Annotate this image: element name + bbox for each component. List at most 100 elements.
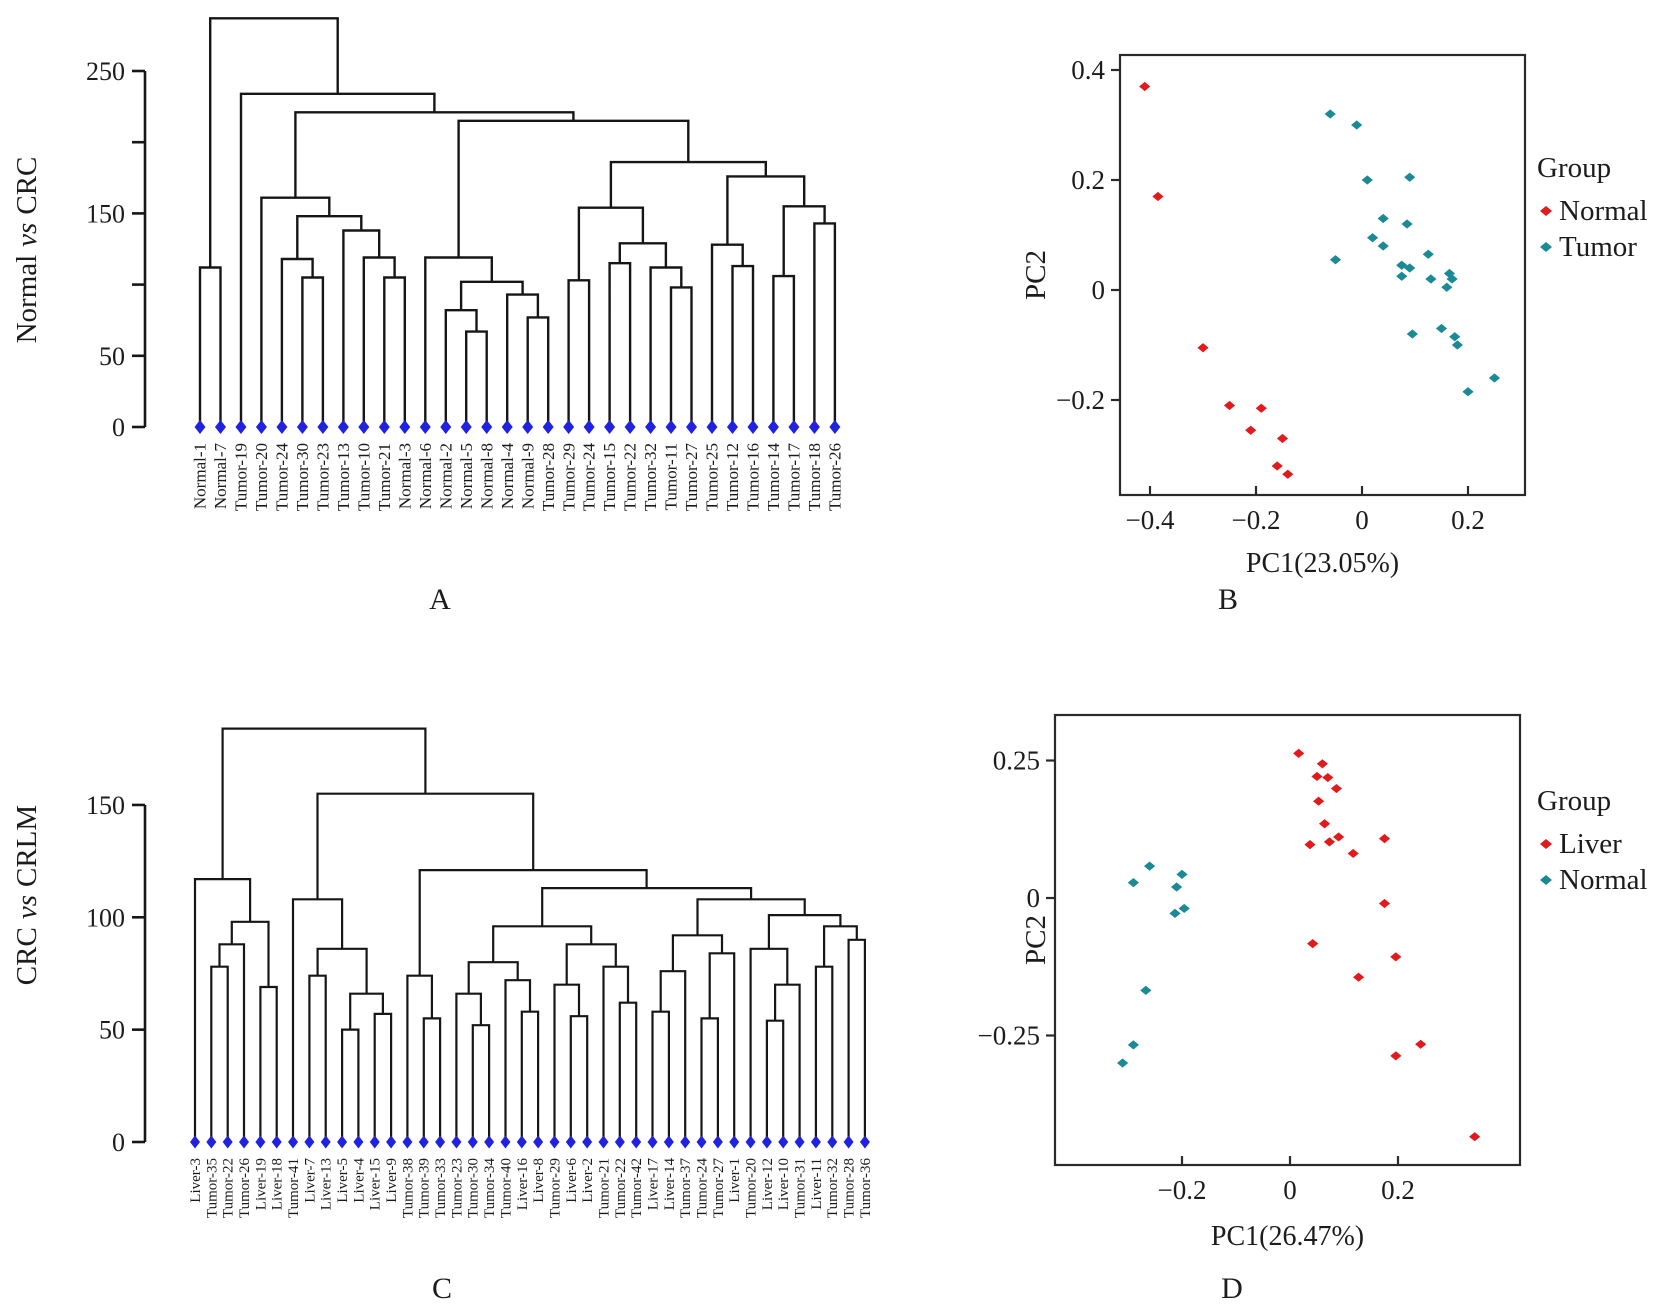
leaf-label: Tumor-22 bbox=[221, 1158, 237, 1218]
leaf-label: Tumor-18 bbox=[805, 443, 824, 511]
leaf-label: Tumor-33 bbox=[433, 1158, 449, 1218]
leaf-label: Liver-19 bbox=[253, 1158, 269, 1210]
x-tick-label: −0.2 bbox=[1158, 1175, 1207, 1205]
leaf-label: Tumor-37 bbox=[678, 1158, 694, 1218]
leaf-label: Tumor-39 bbox=[417, 1158, 433, 1218]
leaf-label: Liver-13 bbox=[319, 1158, 335, 1210]
leaf-label: Tumor-36 bbox=[858, 1158, 874, 1218]
leaf-label: Tumor-21 bbox=[375, 443, 394, 511]
panel-d-pca-plot: −0.2 0 0.2 0.25 0 −0.25 PC1(26.47%) PC2 bbox=[978, 713, 1522, 1252]
leaf-label: Normal-4 bbox=[498, 443, 517, 510]
legend-entry-label: Normal bbox=[1559, 863, 1648, 896]
leaf-label: Tumor-22 bbox=[613, 1158, 629, 1218]
leaf-label: Liver-5 bbox=[335, 1158, 351, 1203]
leaf-label: Tumor-38 bbox=[400, 1158, 416, 1218]
y-tick-label: 0 bbox=[112, 413, 125, 442]
leaf-label: Tumor-20 bbox=[252, 443, 271, 511]
legend-entry: Normal bbox=[1537, 862, 1648, 898]
leaf-label: Tumor-27 bbox=[682, 443, 701, 511]
leaf-label: Tumor-31 bbox=[793, 1158, 809, 1218]
y-tick-label: 0.4 bbox=[1071, 55, 1105, 85]
leaf-label: Liver-18 bbox=[270, 1158, 286, 1210]
panel-b-caption: B bbox=[1217, 583, 1239, 616]
y-tick-label: 0.2 bbox=[1071, 165, 1105, 195]
leaf-label: Liver-12 bbox=[760, 1158, 776, 1210]
leaf-label: Liver-16 bbox=[515, 1158, 531, 1211]
panel-a-caption: A bbox=[429, 583, 451, 616]
y-tick-label: 0 bbox=[1027, 883, 1041, 913]
legend-entry: Liver bbox=[1537, 826, 1648, 862]
leaf-label: Tumor-24 bbox=[580, 443, 599, 511]
legend-marker-icon bbox=[1540, 242, 1552, 252]
leaf-label: Liver-6 bbox=[564, 1158, 580, 1203]
leaf-markers bbox=[194, 420, 841, 434]
x-tick-label: −0.2 bbox=[1232, 505, 1281, 535]
leaf-label: Liver-3 bbox=[188, 1158, 204, 1203]
leaf-label: Tumor-32 bbox=[641, 443, 660, 511]
leaf-markers bbox=[190, 1135, 870, 1149]
leaf-label: Tumor-27 bbox=[711, 1158, 727, 1218]
leaf-label: Tumor-22 bbox=[621, 443, 640, 511]
leaf-label: Tumor-30 bbox=[293, 443, 312, 511]
leaf-label: Liver-8 bbox=[531, 1158, 547, 1203]
leaf-label: Tumor-28 bbox=[539, 443, 558, 511]
leaf-label: Tumor-24 bbox=[273, 443, 292, 511]
leaf-label: Tumor-10 bbox=[354, 443, 373, 511]
data-points-normal bbox=[1139, 81, 1294, 479]
leaf-label: Normal-8 bbox=[477, 443, 496, 509]
leaf-label: Normal-2 bbox=[436, 443, 455, 509]
x-axis-title: PC1(26.47%) bbox=[1211, 1221, 1364, 1252]
x-axis-title: PC1(23.05%) bbox=[1246, 548, 1399, 579]
panel-d-caption: D bbox=[1221, 1272, 1243, 1305]
y-tick-label: −0.2 bbox=[1056, 385, 1105, 415]
leaf-label: Tumor-23 bbox=[449, 1158, 465, 1218]
x-tick-label: 0.2 bbox=[1381, 1175, 1415, 1205]
y-tick-label: 0.25 bbox=[993, 746, 1040, 776]
y-tick-label: 150 bbox=[86, 791, 125, 820]
leaf-label: Tumor-41 bbox=[286, 1158, 302, 1218]
y-tick-label: 50 bbox=[99, 1016, 125, 1045]
leaf-label: Liver-4 bbox=[351, 1158, 367, 1203]
leaf-label: Tumor-21 bbox=[596, 1158, 612, 1218]
legend-entry: Tumor bbox=[1537, 229, 1648, 265]
y-axis-title: NormalvsCRC bbox=[11, 157, 43, 344]
y-tick-label: 0 bbox=[1092, 275, 1106, 305]
legend-entry-label: Normal bbox=[1559, 194, 1648, 227]
panel-c-caption: C bbox=[431, 1272, 453, 1305]
leaf-label: Liver-14 bbox=[662, 1158, 678, 1211]
y-axis-title: PC2 bbox=[1020, 250, 1052, 300]
leaf-label: Normal-3 bbox=[395, 443, 414, 509]
data-points-normal bbox=[1117, 861, 1190, 1068]
leaf-label: Tumor-19 bbox=[232, 443, 251, 511]
leaf-label: Tumor-11 bbox=[662, 443, 681, 510]
leaf-label: Tumor-32 bbox=[825, 1158, 841, 1218]
y-axis-title: CRCvsCRLM bbox=[11, 805, 43, 985]
leaf-label: Liver-15 bbox=[368, 1158, 384, 1210]
leaf-label: Tumor-15 bbox=[600, 443, 619, 511]
panel-b-pca-plot: −0.4 −0.2 0 0.2 0.4 0.2 0 −0.2 PC1(23.05%) PC2 bbox=[1020, 53, 1527, 579]
leaf-label: Tumor-29 bbox=[547, 1158, 563, 1218]
leaf-label: Liver-10 bbox=[776, 1158, 792, 1210]
panel-d-legend: Group Liver Normal bbox=[1537, 785, 1648, 898]
legend-title: Group bbox=[1537, 785, 1612, 817]
leaf-label: Normal-7 bbox=[211, 443, 230, 510]
legend-title: Group bbox=[1537, 152, 1612, 184]
legend-marker-icon bbox=[1540, 839, 1552, 849]
legend-entry-label: Liver bbox=[1559, 827, 1622, 860]
leaf-label: Normal-6 bbox=[416, 443, 435, 509]
leaf-label: Tumor-30 bbox=[466, 1158, 482, 1218]
x-tick-label: 0 bbox=[1283, 1175, 1297, 1205]
leaf-label: Tumor-13 bbox=[334, 443, 353, 511]
panel-b-legend: Group Normal Tumor bbox=[1537, 152, 1648, 265]
leaf-label: Tumor-16 bbox=[744, 443, 763, 511]
leaf-label: Tumor-14 bbox=[764, 443, 783, 511]
y-tick-label: 150 bbox=[86, 199, 125, 228]
leaf-label: Normal-9 bbox=[518, 443, 537, 509]
plot-frame bbox=[1053, 713, 1522, 1167]
dendrogram-links bbox=[198, 17, 837, 429]
leaf-label: Liver-1 bbox=[727, 1158, 743, 1203]
data-points-liver bbox=[1293, 748, 1481, 1142]
